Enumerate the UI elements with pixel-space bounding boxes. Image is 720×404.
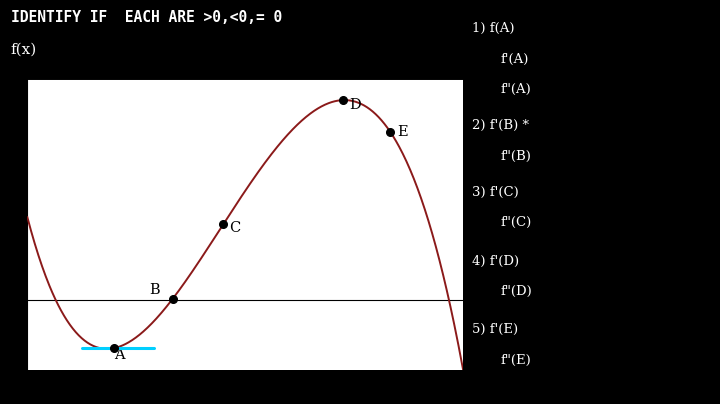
Text: f(x): f(x) (11, 42, 37, 57)
Text: 2) f'(B) *: 2) f'(B) * (472, 119, 528, 132)
Text: f"(A): f"(A) (500, 83, 531, 96)
Text: A: A (114, 347, 125, 362)
Text: 5) f'(E): 5) f'(E) (472, 323, 518, 336)
Text: f"(E): f"(E) (500, 354, 531, 366)
Text: IDENTIFY IF  EACH ARE >0,<0,= 0: IDENTIFY IF EACH ARE >0,<0,= 0 (11, 10, 282, 25)
Text: E: E (397, 125, 408, 139)
Text: 4) f'(D): 4) f'(D) (472, 255, 518, 267)
Text: f"(D): f"(D) (500, 285, 532, 298)
Text: 3) f'(C): 3) f'(C) (472, 186, 518, 199)
Text: C: C (229, 221, 240, 236)
Text: D: D (349, 98, 361, 112)
Text: 1) f(A): 1) f(A) (472, 22, 514, 35)
X-axis label: x: x (242, 390, 248, 400)
Text: f"(B): f"(B) (500, 149, 531, 162)
Text: f"(C): f"(C) (500, 216, 531, 229)
Text: f'(A): f'(A) (500, 53, 528, 65)
Text: B: B (149, 283, 160, 297)
